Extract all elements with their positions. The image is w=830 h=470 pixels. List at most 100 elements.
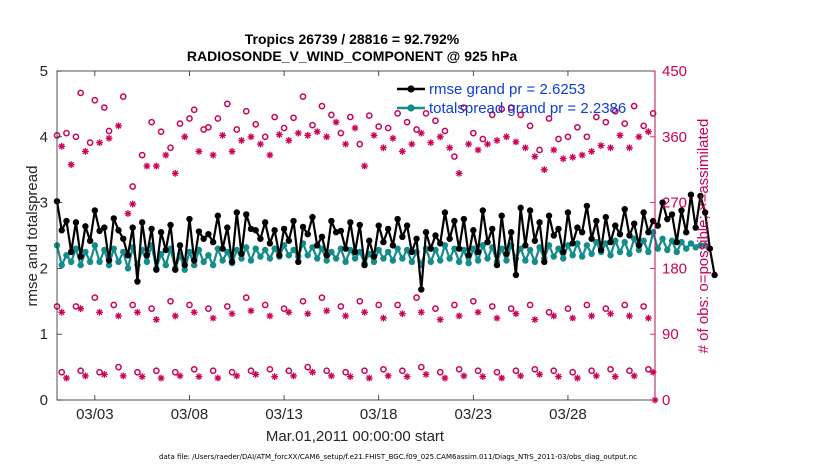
totalspread-point	[645, 248, 652, 256]
rmse-point	[418, 286, 425, 293]
obs-possible-marker	[451, 301, 458, 309]
x-tick-label: 03/08	[171, 406, 209, 423]
obs-possible-marker	[640, 303, 647, 310]
obs-assimilated-marker	[138, 373, 146, 381]
obs-assimilated-marker	[181, 133, 189, 141]
totalspread-point	[574, 240, 581, 247]
obs-assimilated-marker	[474, 308, 482, 316]
rmse-point	[153, 266, 160, 273]
obs-possible-marker	[271, 113, 278, 121]
rmse-point	[328, 217, 335, 225]
totalspread-point	[186, 248, 193, 256]
totalspread-point	[635, 246, 643, 254]
obs-assimilated-marker	[124, 210, 132, 217]
totalspread-point	[375, 246, 382, 254]
obs-possible-marker	[223, 100, 231, 108]
obs-assimilated-marker	[346, 373, 354, 381]
rmse-point	[276, 252, 283, 259]
rmse-point	[583, 202, 591, 210]
obs-assimilated-marker	[115, 122, 122, 130]
totalspread-point	[323, 257, 330, 264]
y-left-tick-label: 0	[40, 392, 48, 409]
totalspread-point	[67, 258, 75, 266]
obs-assimilated-marker	[455, 169, 463, 177]
totalspread-point	[526, 246, 534, 254]
rmse-point	[167, 221, 174, 229]
rmse-point	[531, 237, 539, 244]
obs-assimilated-marker	[644, 314, 652, 322]
rmse-point	[630, 220, 638, 227]
y-right-tick-label: 360	[662, 129, 687, 146]
obs-assimilated-marker	[417, 129, 425, 137]
rmse-point	[205, 230, 212, 238]
obs-possible-marker	[186, 115, 193, 122]
rmse-point	[233, 209, 240, 216]
y-axis-right-label: # of obs: o=possible; ×=assimilated	[695, 119, 712, 354]
rmse-point	[224, 224, 231, 231]
rmse-point	[569, 240, 576, 247]
totalspread-point	[356, 248, 363, 256]
obs-assimilated-marker	[493, 137, 501, 144]
rmse-point	[437, 240, 444, 247]
rmse-point	[172, 266, 179, 273]
obs-assimilated-marker	[313, 128, 321, 136]
legend: rmse grand pr = 2.6253 totalspread grand…	[397, 81, 626, 117]
obs-assimilated-marker	[512, 138, 520, 146]
totalspread-point	[332, 255, 340, 262]
obs-assimilated-marker	[503, 133, 510, 141]
rmse-point	[228, 258, 236, 266]
obs-possible-marker	[432, 117, 439, 125]
totalspread-point	[214, 245, 222, 252]
totalspread-point	[503, 257, 510, 264]
obs-possible-marker	[474, 367, 482, 375]
totalspread-point	[257, 253, 264, 260]
obs-assimilated-marker	[555, 373, 562, 381]
footnote: data file: /Users/raeder/DAI/ATM_forcXX/…	[159, 453, 637, 461]
rmse-point	[441, 209, 449, 216]
obs-possible-marker	[280, 305, 288, 312]
obs-possible-marker	[394, 110, 401, 117]
obs-possible-marker	[309, 121, 316, 129]
x-tick-label: 03/03	[76, 406, 114, 423]
obs-assimilated-marker	[285, 308, 293, 316]
totalspread-point	[110, 245, 117, 252]
rmse-point	[451, 217, 458, 225]
rmse-point	[285, 237, 293, 244]
y-axis-left-label: rmse and totalspread	[24, 166, 41, 307]
totalspread-point	[593, 238, 600, 246]
obs-assimilated-marker	[474, 146, 482, 154]
obs-assimilated-marker	[252, 371, 260, 378]
totalspread-point	[522, 257, 529, 264]
rmse-point	[186, 215, 193, 223]
obs-possible-marker	[531, 365, 539, 373]
totalspread-point	[162, 261, 170, 269]
rmse-point	[148, 225, 155, 233]
obs-possible-marker	[645, 365, 652, 373]
obs-assimilated-marker	[607, 144, 614, 152]
totalspread-point	[701, 242, 709, 249]
obs-possible-marker	[299, 93, 307, 100]
rmse-point	[314, 242, 321, 249]
totalspread-point	[63, 252, 70, 259]
obs-possible-marker	[346, 113, 354, 121]
obs-assimilated-marker	[342, 312, 349, 320]
obs-assimilated-marker	[597, 142, 605, 149]
obs-possible-marker	[252, 121, 260, 128]
obs-possible-marker	[361, 367, 368, 375]
obs-assimilated-marker	[446, 144, 454, 152]
totalspread-point	[86, 258, 94, 266]
totalspread-point	[654, 245, 662, 252]
rmse-point	[72, 219, 80, 226]
obs-possible-marker	[63, 129, 70, 137]
obs-possible-marker	[417, 363, 425, 371]
totalspread-point	[399, 255, 406, 262]
rmse-point	[678, 207, 685, 214]
rmse-point	[536, 219, 543, 226]
obs-possible-marker	[148, 305, 155, 312]
obs-assimilated-marker	[266, 312, 274, 320]
rmse-point	[432, 232, 439, 239]
rmse-point	[342, 245, 349, 252]
obs-assimilated-marker	[540, 166, 548, 174]
rmse-point	[124, 252, 132, 259]
